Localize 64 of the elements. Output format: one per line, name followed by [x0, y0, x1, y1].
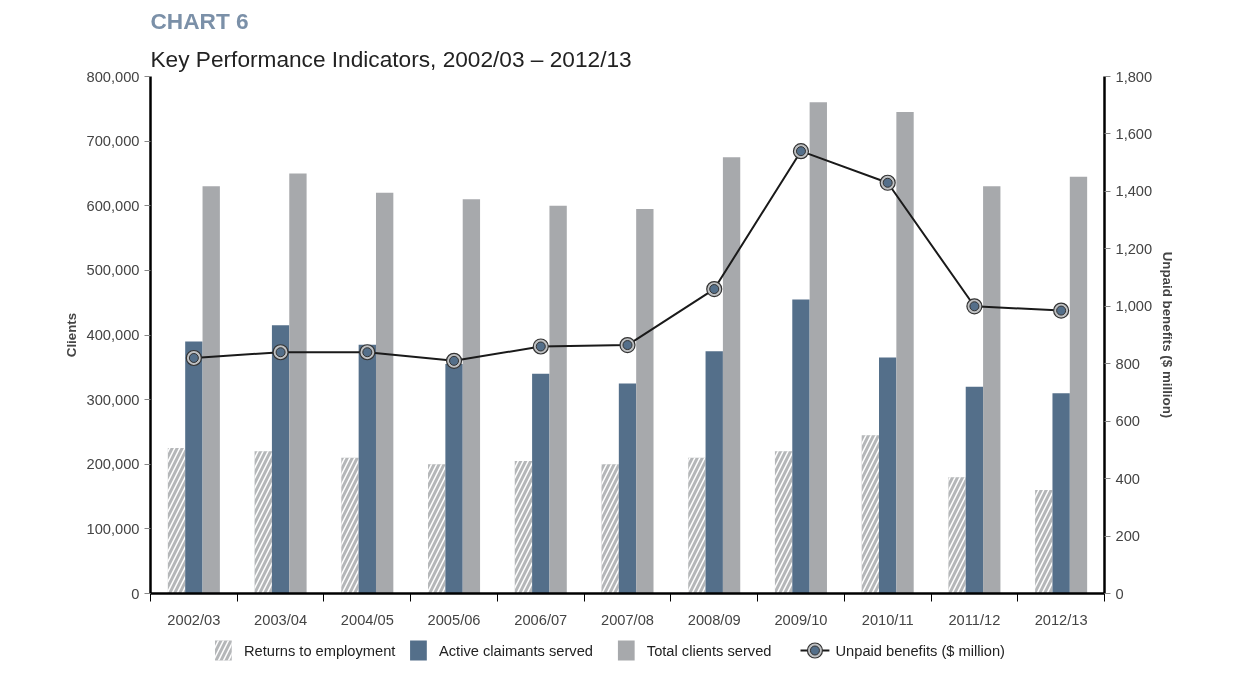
bar — [636, 208, 654, 594]
y-tick-label: 100,000 — [86, 520, 140, 537]
bar — [1069, 176, 1088, 594]
y2-tick-label: 1,600 — [1115, 125, 1153, 142]
chart-subtitle: Key Performance Indicators, 2002/03 – 2012/13 — [150, 45, 632, 72]
bar — [809, 102, 827, 594]
point — [619, 336, 636, 354]
bar — [983, 186, 1001, 594]
legend-label: Returns to employment — [243, 642, 396, 659]
bar — [271, 325, 290, 594]
point — [792, 143, 810, 160]
y2-axis-title: Unpaid benefits ($ million) — [1160, 251, 1176, 419]
y-tick-label: 0 — [131, 585, 140, 602]
x-tick-label: 2005/06 — [427, 611, 481, 628]
x-tick-label: 2007/08 — [601, 611, 654, 628]
y2-tick-label: 800 — [1115, 355, 1140, 372]
y2-tick-label: 1,000 — [1115, 298, 1153, 315]
y-tick-label: 700,000 — [86, 133, 140, 150]
x-tick-label: 2006/07 — [514, 611, 568, 628]
bar — [289, 173, 307, 594]
x-tick-label: 2009/10 — [774, 611, 828, 628]
x-tick-label: 2010/11 — [861, 611, 914, 628]
bar — [202, 186, 220, 594]
bar — [462, 199, 481, 594]
y2-tick-label: 1,400 — [1115, 183, 1153, 200]
y-tick-label: 500,000 — [86, 262, 140, 279]
y2-tick-label: 200 — [1115, 528, 1140, 545]
bar — [722, 157, 741, 594]
y-tick-label: 400,000 — [86, 327, 140, 343]
x-tick-label: 2004/05 — [340, 611, 394, 628]
bar — [358, 344, 376, 594]
chart-title: CHART 6 — [150, 7, 249, 34]
bar — [792, 299, 810, 594]
y-tick-label: 200,000 — [86, 456, 140, 473]
bar — [549, 205, 567, 594]
x-tick-label: 2012/13 — [1034, 611, 1088, 628]
legend-label: Unpaid benefits ($ million) — [835, 642, 1005, 659]
y2-tick-label: 0 — [1115, 585, 1124, 602]
point — [706, 280, 723, 298]
legend-label: Total clients served — [646, 642, 772, 659]
y2-tick-label: 1,800 — [1115, 68, 1153, 85]
y-tick-label: 300,000 — [86, 391, 140, 408]
bar — [896, 112, 914, 594]
bar — [965, 386, 984, 594]
legend-label: Active claimants served — [438, 642, 593, 659]
bar — [879, 357, 897, 594]
x-tick-label: 2002/03 — [167, 611, 221, 628]
y2-tick-label: 1,200 — [1115, 240, 1153, 257]
y-axis-title: Clients — [63, 312, 79, 358]
bar — [532, 373, 550, 594]
point — [445, 352, 463, 369]
bar — [1052, 393, 1070, 594]
bar — [705, 351, 723, 594]
bar — [618, 383, 637, 594]
x-tick-label: 2008/09 — [687, 611, 741, 628]
point — [185, 349, 202, 367]
y2-tick-label: 600 — [1115, 413, 1140, 430]
x-tick-label: 2003/04 — [254, 611, 308, 628]
bar — [185, 341, 203, 594]
y-tick-label: 800,000 — [86, 68, 140, 85]
x-tick-label: 2011/12 — [948, 611, 1001, 628]
bar — [375, 192, 394, 594]
y2-tick-label: 400 — [1115, 470, 1140, 487]
y-tick-label: 600,000 — [86, 197, 140, 214]
